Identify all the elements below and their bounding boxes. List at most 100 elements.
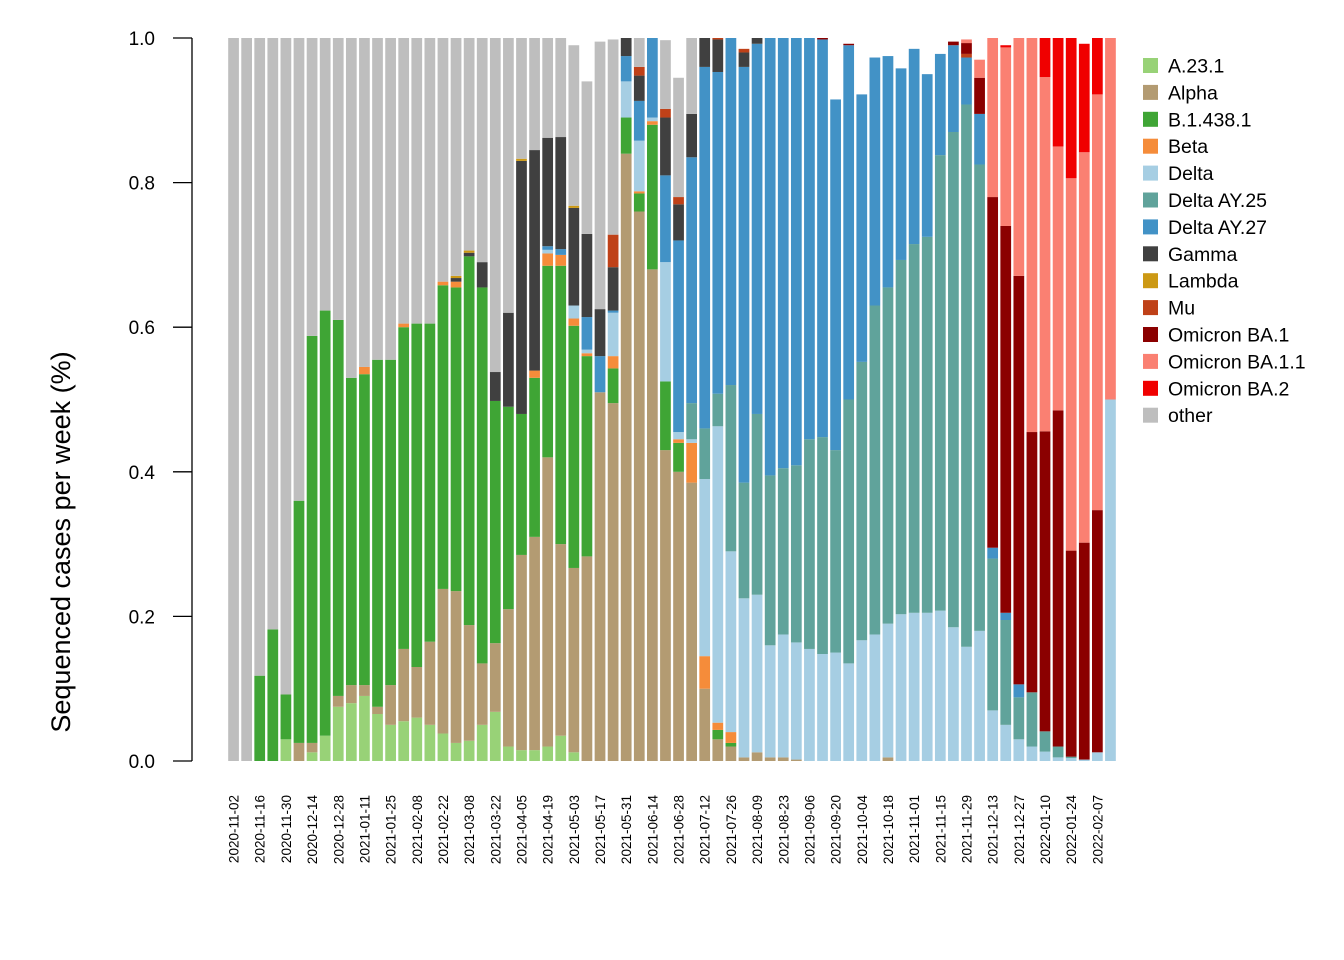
bar-segment-b-1-438-1 — [476, 287, 488, 664]
bar-segment-delta-ay-27 — [647, 38, 658, 118]
legend-label: Mu — [1168, 298, 1195, 320]
bar-segment-delta — [974, 630, 985, 761]
bar-segment-alpha — [581, 556, 593, 761]
bar-segment-b-1-438-1 — [385, 359, 396, 686]
bar-segment-delta-ay-27 — [633, 100, 645, 141]
bar-segment-omicron-ba-1 — [1065, 550, 1077, 757]
bar-segment-delta-ay-27 — [869, 57, 881, 306]
x-tick-label: 2022-01-24 — [1064, 795, 1079, 865]
bar-segment-delta-ay-27 — [660, 175, 671, 263]
bar-segment-lambda — [450, 275, 462, 279]
bar-segment-delta-ay-25 — [1039, 731, 1051, 752]
bar-segment-delta-ay-25 — [869, 305, 881, 635]
legend-swatch — [1143, 219, 1158, 235]
bar-segment-alpha — [489, 643, 501, 712]
bar-segment-mu — [607, 234, 619, 268]
bar-segment-delta-ay-25 — [725, 385, 737, 552]
bar-segment-gamma — [489, 372, 501, 401]
bar-segment-delta — [856, 640, 868, 761]
bar-segment-delta — [961, 646, 972, 761]
bar-segment-alpha — [607, 403, 619, 761]
bar-segment-delta — [921, 612, 933, 761]
legend-swatch — [1143, 380, 1158, 396]
bar-segment-other — [280, 38, 292, 695]
x-tick-label: 2021-02-22 — [436, 795, 451, 864]
bar-segment-delta-ay-27 — [908, 48, 920, 245]
bar-segment-delta-ay-25 — [856, 361, 868, 641]
bar-segment-delta — [699, 479, 711, 657]
bar-segment-mu — [673, 197, 684, 205]
bar-segment-a-23-1 — [345, 703, 357, 761]
bar-segment-a-23-1 — [280, 739, 292, 761]
bar-segment-gamma — [607, 267, 619, 311]
bar-segment-a-23-1 — [306, 752, 318, 761]
bar-segment-alpha — [790, 759, 802, 761]
x-axis: 2020-11-02 2020-11-16 2020-11-30 2020-12-14… — [227, 795, 1106, 865]
bar-segment-omicron-ba-1 — [1000, 225, 1012, 613]
x-tick-label: 2021-04-19 — [541, 795, 556, 864]
bar-segment-a-23-1 — [372, 714, 383, 761]
bar-segment-b-1-438-1 — [254, 675, 266, 761]
bar-segment-gamma — [516, 160, 527, 414]
bar-segment-other — [293, 38, 305, 501]
bar-segment-alpha — [516, 554, 527, 751]
y-axis: 0.0 0.2 0.4 0.6 0.8 1.0 — [129, 29, 193, 773]
x-tick-label: 2022-01-10 — [1038, 795, 1053, 864]
bar-segment-delta-ay-25 — [817, 437, 828, 654]
bar-segment-delta — [1039, 751, 1051, 761]
bar-segment-delta-ay-25 — [948, 131, 959, 628]
bar-segment-delta-ay-27 — [1013, 684, 1025, 698]
bar-segment-alpha — [660, 450, 671, 761]
bar-segment-delta — [1026, 746, 1038, 761]
x-tick-label: 2021-12-27 — [1012, 795, 1027, 864]
bar-segment-beta — [607, 356, 619, 369]
bar-segment-other — [424, 38, 436, 324]
bar-segment-delta — [987, 710, 999, 761]
bar-segment-beta — [398, 323, 410, 328]
y-tick-label: 0.2 — [129, 607, 155, 628]
bar-segment-delta-ay-27 — [987, 547, 999, 559]
bar-segment-a-23-1 — [332, 706, 344, 761]
y-tick-label: 0.8 — [129, 174, 155, 195]
bar-segment-a-23-1 — [555, 735, 567, 761]
bar-segment-b-1-438-1 — [607, 368, 619, 404]
bar-segment-delta — [869, 634, 881, 761]
bar-segment-delta-ay-27 — [712, 71, 724, 394]
bar-segment-delta — [581, 349, 593, 354]
x-tick-label: 2021-01-11 — [357, 795, 372, 863]
bar-segment-b-1-438-1 — [293, 500, 305, 743]
bar-segment-other — [516, 38, 527, 159]
bar-segment-delta-ay-25 — [895, 259, 907, 615]
bar-segment-beta — [686, 442, 697, 483]
bar-segment-delta-ay-25 — [1052, 746, 1064, 758]
bar-segment-delta-ay-27 — [725, 38, 737, 386]
bar-segment-b-1-438-1 — [398, 327, 410, 649]
bar-segment-beta — [633, 191, 645, 194]
bar-segment-delta — [712, 426, 724, 723]
x-tick-label: 2021-11-29 — [959, 795, 974, 863]
bar-segment-a-23-1 — [476, 724, 488, 761]
legend-swatch — [1143, 407, 1158, 423]
bar-segment-delta — [568, 305, 580, 319]
bar-segment-b-1-438-1 — [712, 729, 724, 740]
bar-segment-delta-ay-25 — [764, 475, 776, 646]
bar-segment-b-1-438-1 — [503, 406, 514, 610]
bar-segment-beta — [437, 281, 449, 286]
y-tick-label: 0.6 — [129, 318, 155, 339]
bar-segment-delta-ay-25 — [974, 164, 985, 631]
bar-segment-delta-ay-27 — [764, 38, 776, 476]
bar-segment-delta-ay-25 — [987, 558, 999, 711]
bar-segment-alpha — [306, 742, 318, 753]
x-tick-label: 2021-12-13 — [986, 795, 1001, 864]
bar-segment-alpha — [699, 688, 711, 761]
bar-segment-mu — [660, 108, 671, 118]
bar-segment-delta — [830, 652, 841, 761]
bar-segment-alpha — [529, 536, 540, 751]
bar-segment-delta — [673, 432, 684, 440]
bar-segment-b-1-438-1 — [450, 287, 462, 592]
bar-segment-mu — [738, 48, 750, 53]
bar-segment-other — [555, 38, 567, 138]
bar-segment-delta — [686, 439, 697, 443]
x-tick-label: 2021-05-03 — [567, 795, 582, 864]
bar-segment-delta — [647, 117, 658, 122]
